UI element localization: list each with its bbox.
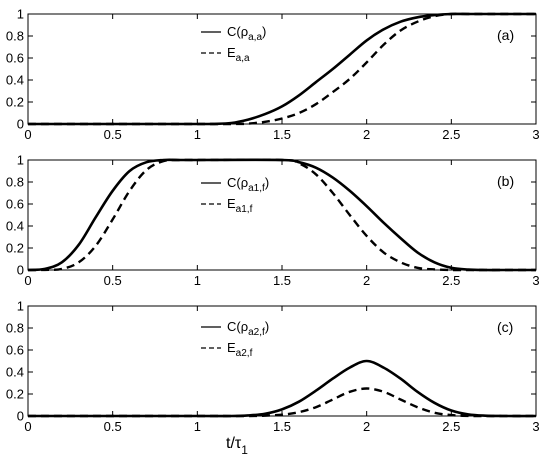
x-tick-label: 2.5: [442, 127, 460, 142]
x-tick-label: 3: [532, 273, 539, 288]
legend-entry: C(ρa1,f): [227, 175, 269, 194]
x-tick-label: 0: [24, 419, 31, 434]
y-tick-label: 0.2: [6, 95, 24, 110]
y-tick-label: 0.2: [6, 241, 24, 256]
x-tick-label: 1.5: [273, 419, 291, 434]
x-tick-label: 1.5: [273, 127, 291, 142]
legend-close: ): [262, 24, 266, 39]
series-line-dashed: [28, 12, 536, 126]
y-tick-label: 0: [17, 117, 24, 132]
legend-entry: C(ρa2,f): [227, 319, 269, 338]
y-tick-label: 0.8: [6, 175, 24, 190]
series-line-dashed: [27, 158, 536, 272]
x-tick-label: 0.5: [104, 419, 122, 434]
y-tick-label: 0.4: [6, 219, 24, 234]
y-tick-label: 0.6: [6, 343, 24, 358]
x-tick-label: 2: [363, 419, 370, 434]
x-tick-label: 1: [194, 127, 201, 142]
y-tick-label: 0.4: [6, 365, 24, 380]
legend-close: ): [265, 175, 269, 190]
legend-main: E: [227, 196, 236, 211]
y-tick-label: 0.6: [6, 51, 24, 66]
legend-sub: a2,f: [248, 327, 265, 338]
y-tick-label: 0.2: [6, 387, 24, 402]
panel-label: (c): [497, 319, 513, 335]
panel-2: 0 0.5 1 1.5 2 2.5 300.20.40.60.81C(ρa1,f)Ea1,f…: [6, 153, 540, 289]
series-line-solid: [27, 158, 536, 272]
x-tick-label: 0: [24, 127, 31, 142]
y-tick-label: 0.6: [6, 197, 24, 212]
series-line-dashed: [27, 387, 537, 418]
y-tick-label: 0.8: [6, 321, 24, 336]
panel-label: (a): [497, 27, 514, 43]
x-tick-label: 0.5: [104, 273, 122, 288]
legend-sub: a1,f: [248, 183, 265, 194]
x-axis-label-main: t/τ: [226, 435, 242, 452]
legend-sub: a2,f: [236, 348, 253, 359]
y-tick-label: 0.8: [6, 29, 24, 44]
series-line-solid: [28, 12, 536, 126]
legend-main: C(ρ: [227, 175, 248, 190]
x-tick-label: 3: [532, 419, 539, 434]
panel-1: 0 0.5 1 1.5 2 2.5 300.20.40.60.81C(ρa,a)Ea,a(a…: [6, 7, 540, 143]
axes-frame: [27, 159, 537, 271]
legend-sub: a,a: [248, 32, 262, 43]
panel-3: 0 0.5 1 1.5 2 2.5 300.20.40.60.81C(ρa2,f)Ea2,f…: [6, 299, 540, 458]
x-tick-label: 1: [194, 419, 201, 434]
y-tick-label: 1: [17, 7, 24, 22]
x-tick-label: 1.5: [273, 273, 291, 288]
legend-main: C(ρ: [227, 319, 248, 334]
x-axis-label-sub: 1: [241, 443, 248, 457]
legend-main: C(ρ: [227, 24, 248, 39]
x-tick-label: 1: [194, 273, 201, 288]
legend-main: E: [227, 340, 236, 355]
y-tick-label: 0: [17, 263, 24, 278]
x-tick-label: 2: [363, 273, 370, 288]
legend-entry: Ea2,f: [227, 340, 253, 359]
x-tick-label: 3: [532, 127, 539, 142]
legend-sub: a1,f: [236, 204, 253, 215]
y-tick-label: 0: [17, 409, 24, 424]
x-tick-label: 2.5: [442, 273, 460, 288]
legend-entry: C(ρa,a): [227, 24, 266, 43]
legend-entry: Ea1,f: [227, 196, 253, 215]
x-axis-label: t/τ1: [226, 435, 248, 457]
axes-frame: [27, 305, 537, 417]
x-tick-label: 0.5: [104, 127, 122, 142]
y-tick-label: 0.4: [6, 73, 24, 88]
x-tick-label: 2.5: [442, 419, 460, 434]
panel-label: (b): [497, 173, 514, 189]
legend-main: E: [227, 45, 236, 60]
y-tick-label: 1: [17, 299, 24, 314]
legend-sub: a,a: [236, 53, 250, 64]
x-tick-label: 0: [24, 273, 31, 288]
legend-close: ): [265, 319, 269, 334]
legend-entry: Ea,a: [227, 45, 250, 64]
x-tick-label: 2: [363, 127, 370, 142]
y-tick-label: 1: [17, 153, 24, 168]
series-line-solid: [27, 359, 537, 418]
